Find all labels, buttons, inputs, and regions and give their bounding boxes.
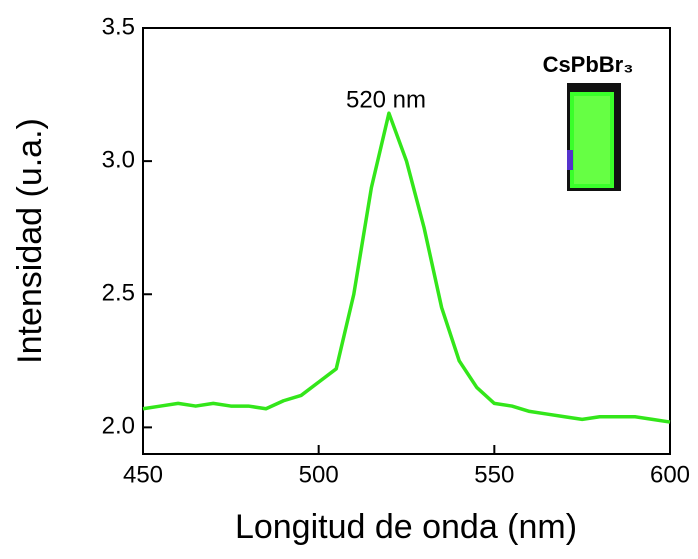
x-tick-label: 450 [123, 461, 163, 488]
x-axis-label: Longitud de onda (nm) [235, 508, 577, 546]
uv-light [567, 150, 573, 170]
sample-label: CsPbBr₃ [543, 52, 634, 77]
y-tick-label: 2.5 [102, 280, 135, 307]
spectrum-line [142, 111, 671, 424]
y-tick-label: 2.0 [102, 413, 135, 440]
peak-annotation: 520 nm [346, 86, 426, 113]
x-tick-label: 600 [650, 461, 690, 488]
cuvette-glow [574, 96, 610, 184]
y-tick-label: 3.0 [102, 146, 135, 173]
y-axis-label: Intensidad (u.a.) [11, 118, 49, 364]
x-tick-label: 500 [299, 461, 339, 488]
cuvette-photo [567, 83, 621, 191]
plot-frame [142, 27, 671, 455]
x-tick-label: 550 [474, 461, 514, 488]
y-tick-label: 3.5 [102, 13, 135, 40]
